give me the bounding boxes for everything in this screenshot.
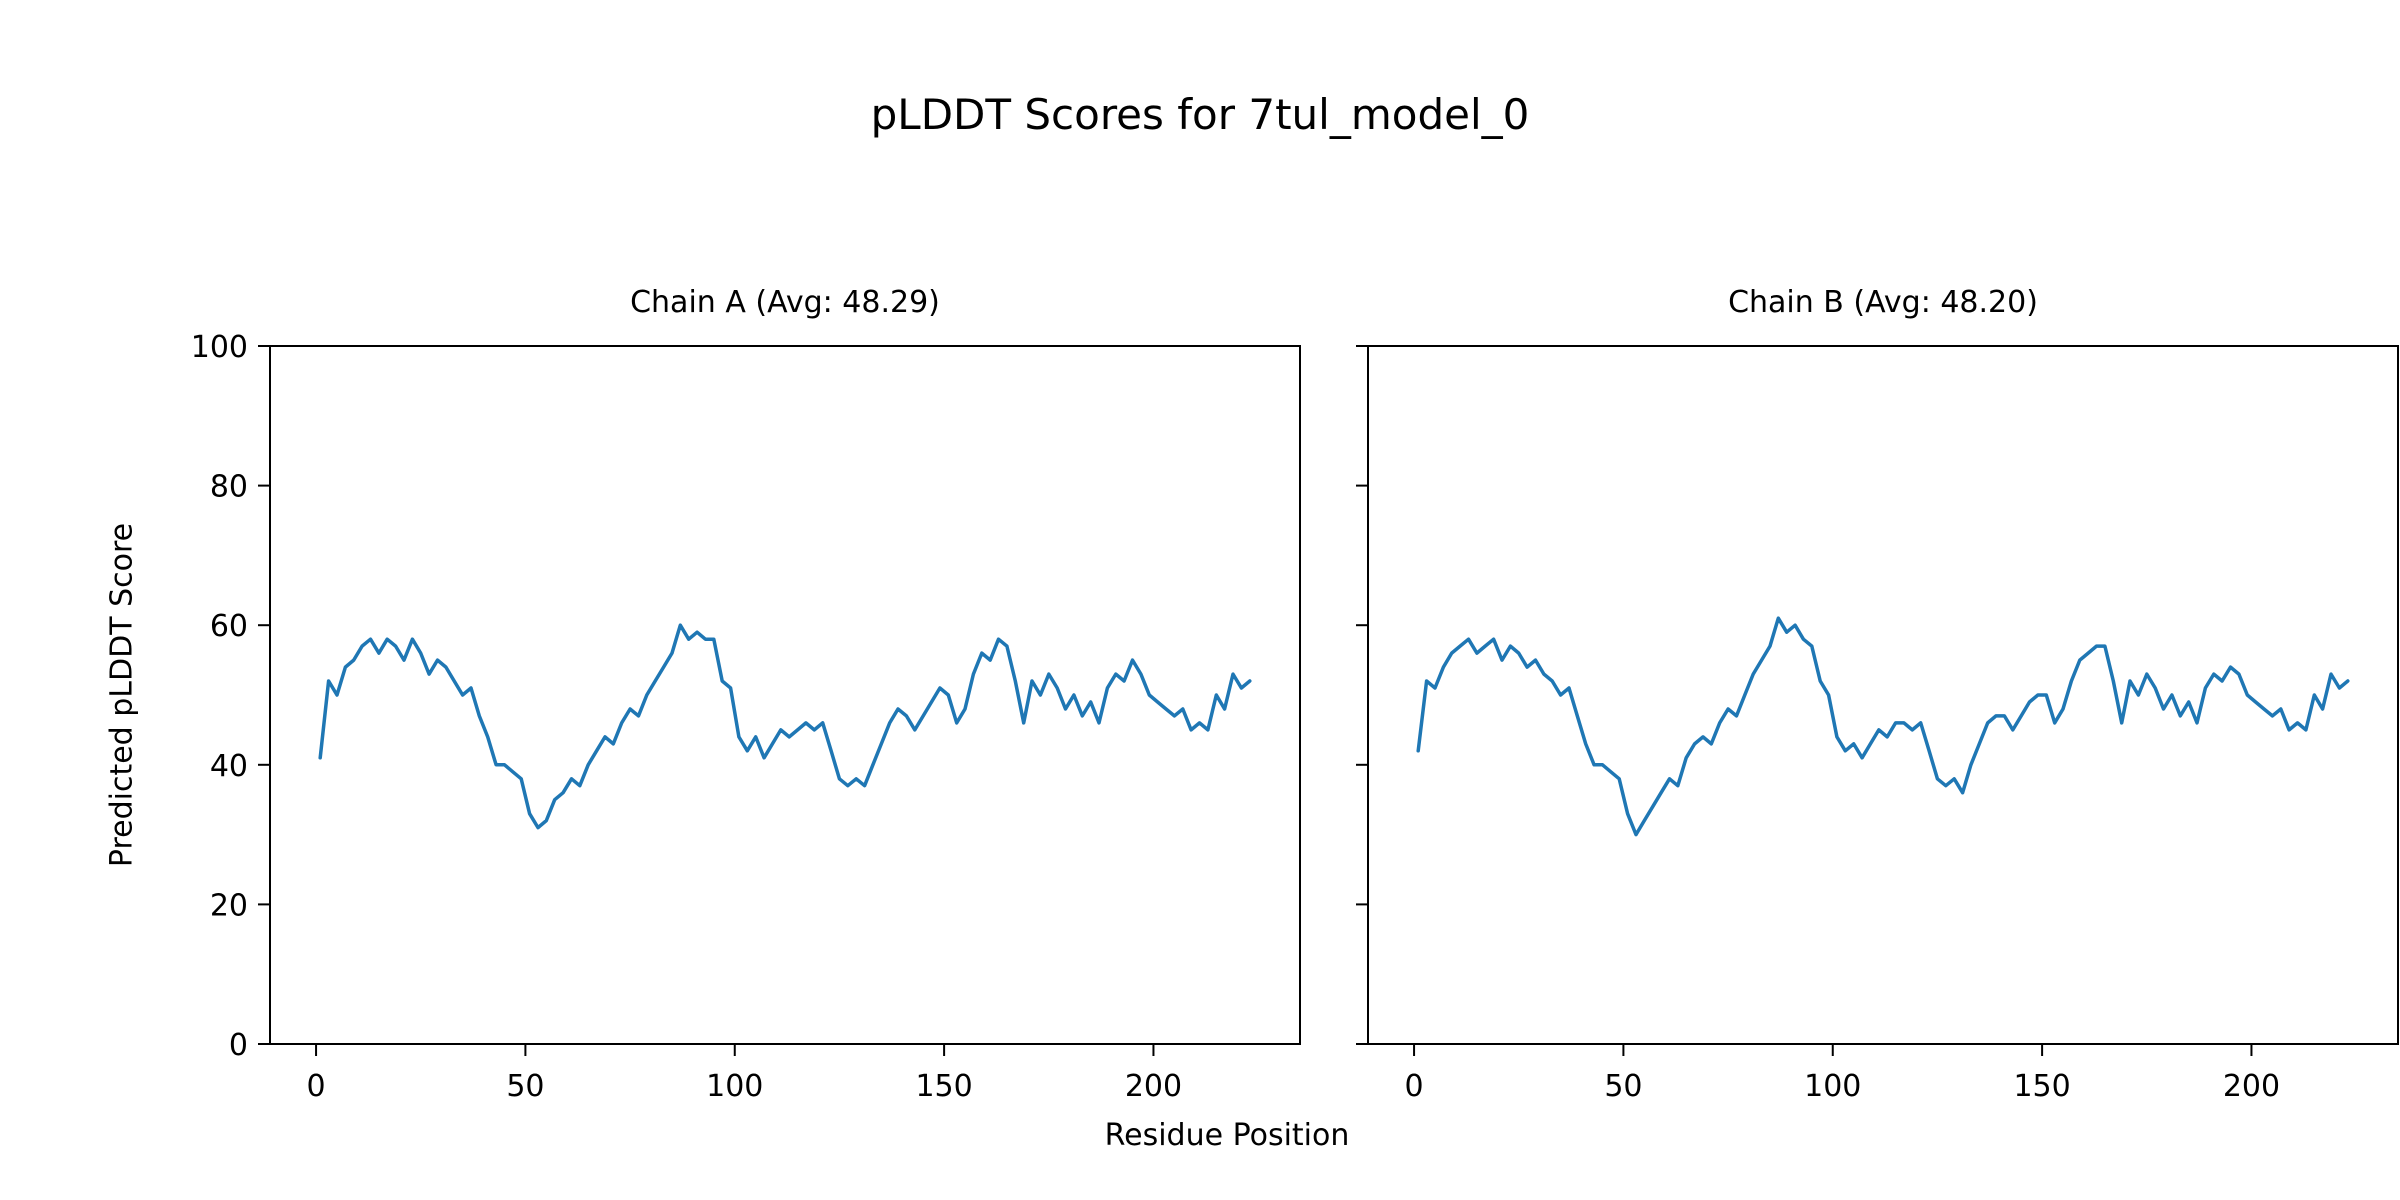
y-tick-label: 0 [229,1028,248,1063]
y-tick-label: 100 [191,330,248,365]
y-tick-label: 60 [210,609,248,644]
subplot-title-chain-a: Chain A (Avg: 48.29) [630,285,940,320]
x-tick-label: 50 [1604,1069,1642,1104]
subplot-title-chain-b: Chain B (Avg: 48.20) [1728,285,2038,320]
axes-spines [269,345,1301,1045]
y-tick-label: 80 [210,470,248,505]
x-tick-label: 200 [1125,1069,1182,1104]
figure-title: pLDDT Scores for 7tul_model_0 [870,90,1530,139]
x-tick-label: 0 [307,1069,326,1104]
chain-a-line-plot: 0 50 100 150 200 0 20 40 60 80 100 [191,330,1301,1104]
axes-spines [1367,345,2399,1045]
x-tick-label: 100 [1804,1069,1861,1104]
x-tick-label: 200 [2223,1069,2280,1104]
plddt-line [1416,616,2350,837]
x-tick-label: 50 [506,1069,544,1104]
x-tick-label: 150 [915,1069,972,1104]
chain-b-line-plot: 0 50 100 150 200 [1356,345,2399,1104]
x-tick-label: 0 [1405,1069,1424,1104]
y-tick-label: 40 [210,749,248,784]
y-axis-label: Predicted pLDDT Score [104,522,140,868]
y-tick-label: 20 [210,888,248,923]
x-tick-label: 150 [2013,1069,2070,1104]
plddt-line [318,623,1252,830]
x-tick-label: 100 [706,1069,763,1104]
x-axis-label: Residue Position [1104,1118,1350,1153]
